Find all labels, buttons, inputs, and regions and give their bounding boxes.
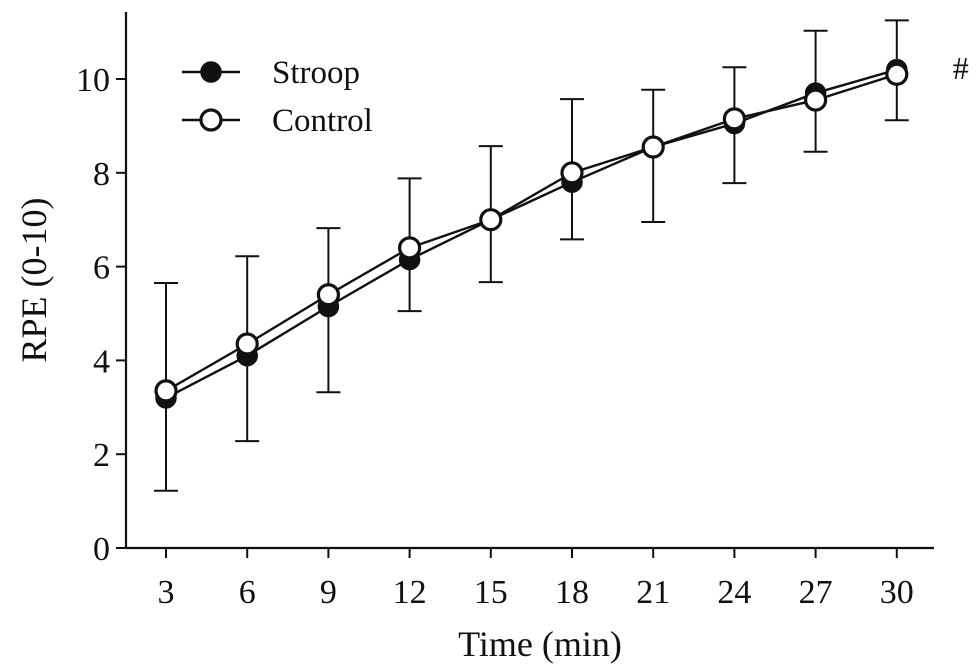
legend-label: Stroop [272, 55, 360, 91]
y-tick-label: 4 [93, 343, 110, 380]
open-marker-control [316, 283, 340, 307]
open-marker-control [154, 379, 178, 403]
open-marker-control [885, 62, 909, 86]
x-tick-label: 6 [239, 574, 256, 611]
x-tick-label: 18 [555, 574, 589, 611]
open-marker-control [641, 135, 665, 159]
y-tick-label: 10 [76, 62, 110, 99]
open-marker-control [803, 88, 828, 112]
x-ticks: 3 6 9 12 15 18 21 24 27 30 [158, 548, 914, 611]
y-ticks: 0 2 4 6 8 10 [76, 62, 126, 568]
x-axis-title: Time (min) [458, 624, 622, 664]
axes [124, 12, 934, 550]
x-tick-label: 12 [393, 574, 427, 611]
y-axis-title: RPE (0-10) [14, 198, 54, 363]
series-lines [165, 68, 898, 399]
legend-marker [199, 108, 223, 132]
series-markers [154, 58, 909, 409]
y-tick-label: 0 [93, 531, 110, 568]
legend: Stroop Control [182, 55, 373, 139]
legend-marker [200, 61, 222, 83]
x-tick-label: 9 [320, 574, 337, 611]
x-tick-label: 3 [158, 574, 175, 611]
open-marker-control [722, 107, 747, 131]
x-tick-label: 21 [636, 574, 670, 611]
significance-annotation: # [953, 50, 969, 86]
x-tick-label: 27 [799, 574, 833, 611]
y-tick-label: 2 [93, 437, 110, 474]
x-tick-label: 15 [474, 574, 508, 611]
x-tick-label: 24 [717, 574, 751, 611]
open-marker-control [479, 208, 503, 232]
y-tick-label: 8 [93, 156, 110, 193]
series-line-control [165, 73, 898, 392]
open-marker-control [398, 236, 422, 260]
legend-label: Control [272, 103, 373, 139]
open-marker-control [560, 161, 584, 185]
error-bars [154, 19, 909, 492]
y-tick-label: 6 [93, 250, 110, 287]
x-tick-label: 30 [880, 574, 914, 611]
open-marker-control [235, 332, 259, 356]
annotations: # [953, 50, 969, 86]
